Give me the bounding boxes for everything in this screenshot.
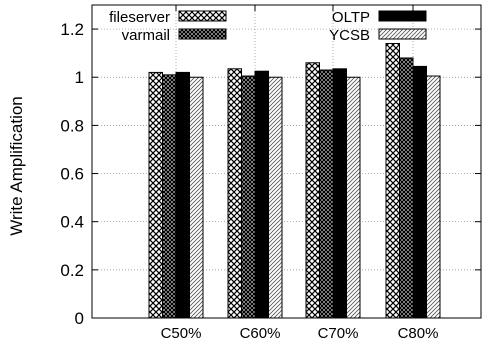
x-axis-ticks: C50% C60% C70% C80% [161,5,439,342]
legend-label-fileserver: fileserver [109,9,170,26]
bar-varmail-3 [399,57,414,319]
legend-swatch-varmail [178,28,227,40]
legend-label-varmail: varmail [122,27,170,44]
bar-oltp-3 [412,65,427,319]
x-tick-label: C60% [240,325,281,342]
bar-fileserver-0 [148,71,163,319]
y-tick-label: 1.2 [60,20,84,39]
y-axis-label: Write Amplification [7,96,26,236]
x-tick-label: C80% [398,325,439,342]
y-axis-ticks: 0 0.2 0.4 0.6 0.8 1 1.2 [60,20,481,328]
bar-varmail-2 [319,69,334,319]
bar-oltp-2 [332,68,347,319]
bar-fileserver-3 [385,43,400,319]
y-tick-label: 1 [75,68,84,87]
bar-oltp-0 [175,71,190,319]
legend-swatch-fileserver [178,10,227,22]
bar-ycsb-3 [426,75,441,319]
bar-varmail-0 [162,74,177,319]
y-tick-label: 0.8 [60,116,84,135]
plot-frame [91,4,482,319]
x-tick-label: C70% [318,325,359,342]
y-tick-label: 0.4 [60,213,84,232]
bar-varmail-1 [241,75,256,319]
bar-ycsb-2 [346,76,361,319]
legend-swatch-ycsb [378,28,427,40]
y-tick-label: 0.2 [60,261,84,280]
x-tick-label: C50% [161,325,202,342]
bar-ycsb-0 [189,76,204,319]
legend-swatch-oltp [378,10,427,22]
y-tick-label: 0 [75,309,84,328]
legend-label-oltp: OLTP [332,9,370,26]
bars [148,43,441,319]
bar-oltp-1 [254,70,269,319]
legend-label-ycsb: YCSB [329,27,370,44]
bar-fileserver-1 [227,68,242,319]
y-tick-label: 0.6 [60,165,84,184]
bar-ycsb-1 [268,76,283,319]
bar-fileserver-2 [305,62,320,319]
